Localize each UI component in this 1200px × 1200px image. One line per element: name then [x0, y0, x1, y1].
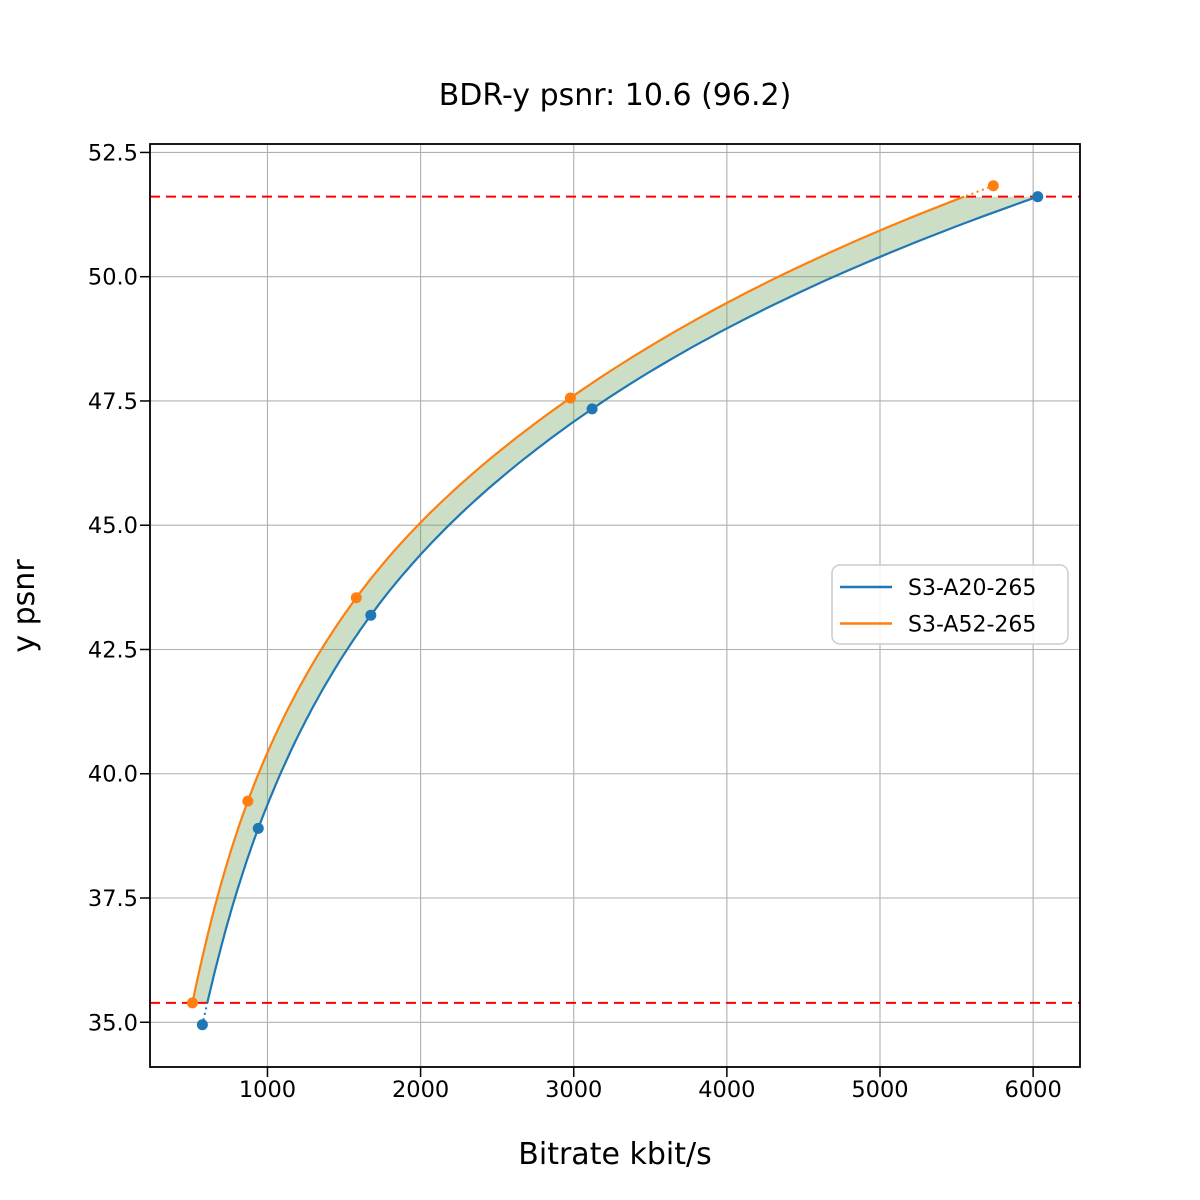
x-axis-label: Bitrate kbit/s [518, 1137, 711, 1172]
data-point-s3-a52-265 [987, 180, 999, 192]
bd-area-fill-layer [192, 196, 1038, 1003]
marker-layer [186, 180, 1044, 1031]
tick-label-layer: 1000 2000 3000 4000 5000 6000 35.0 37.5 40.0 42.5… [88, 140, 1062, 1103]
y-tick-label-37.5: 37.5 [88, 886, 138, 912]
plot-border [149, 143, 1081, 1068]
legend: S3-A20-265 S3-A52-265 [831, 564, 1069, 645]
chart-title: BDR-y psnr: 10.6 (96.2) [439, 78, 792, 113]
y-tick-label-42.5: 42.5 [88, 637, 138, 663]
data-point-s3-a20-265 [1032, 191, 1044, 203]
x-tick-label-4000: 4000 [698, 1077, 755, 1103]
data-point-s3-a52-265 [350, 592, 362, 604]
bd-area-fill [192, 196, 1038, 1003]
y-tick-label-45: 45.0 [88, 513, 138, 539]
x-tick-label-6000: 6000 [1005, 1077, 1062, 1103]
y-axis-label: y psnr [7, 559, 42, 653]
data-point-s3-a52-265 [186, 997, 198, 1009]
data-point-s3-a20-265 [365, 609, 377, 621]
data-point-s3-a20-265 [252, 822, 264, 834]
y-tick-label-50: 50.0 [88, 265, 138, 291]
x-tick-label-3000: 3000 [545, 1077, 602, 1103]
x-tick-label-5000: 5000 [851, 1077, 908, 1103]
legend-label-s3-a20-265: S3-A20-265 [908, 576, 1036, 601]
y-tick-label-40: 40.0 [88, 762, 138, 788]
curve-s3-a20-265 [206, 195, 1039, 1004]
dotted-extension-s3-a20-265 [201, 1001, 209, 1026]
data-point-s3-a52-265 [242, 795, 254, 807]
data-point-s3-a20-265 [196, 1019, 208, 1031]
data-point-s3-a20-265 [586, 403, 598, 415]
y-tick-label-52.5: 52.5 [88, 140, 138, 166]
legend-label-s3-a52-265: S3-A52-265 [908, 613, 1036, 638]
integration-bounds-layer [150, 195, 1080, 1004]
x-tick-label-1000: 1000 [239, 1077, 296, 1103]
y-tick-label-35: 35.0 [88, 1010, 138, 1036]
y-tick-label-47.5: 47.5 [88, 389, 138, 415]
data-point-s3-a52-265 [564, 392, 576, 404]
x-tick-label-2000: 2000 [392, 1077, 449, 1103]
tick-layer [140, 151, 1034, 1077]
